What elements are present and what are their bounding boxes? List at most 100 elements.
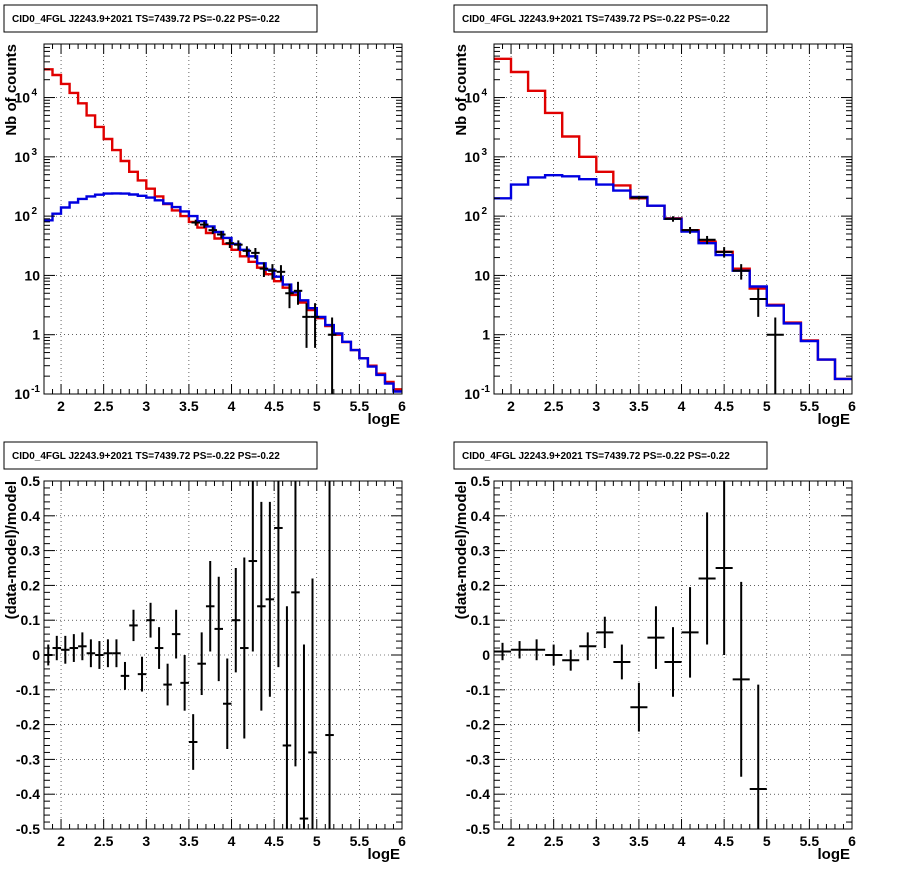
data-point	[61, 635, 70, 664]
data-point	[214, 576, 223, 682]
x-tick-label: 5	[763, 833, 771, 849]
data-point	[681, 226, 699, 234]
data-point	[242, 246, 252, 257]
y-tick-label: 10	[14, 90, 30, 106]
data-point	[112, 639, 121, 668]
y-tick-label: 10	[464, 386, 480, 402]
x-tick-label: 4.5	[264, 398, 284, 414]
data-point	[69, 634, 79, 662]
data-point	[205, 561, 215, 652]
chart-title: CID0_4FGL J2243.9+2021 TS=7439.72 PS=-0.…	[462, 451, 730, 462]
data-point	[208, 226, 218, 234]
data-point	[251, 248, 260, 259]
y-tick-label: 0	[482, 647, 490, 663]
y-tick-label: -0.1	[466, 682, 490, 698]
data-point	[647, 606, 665, 669]
data-point	[664, 627, 682, 697]
x-tick-label: 4	[678, 398, 686, 414]
x-tick-label: 4	[228, 833, 236, 849]
x-axis-label: logE	[818, 846, 851, 863]
y-tick-label: 0.3	[471, 543, 491, 559]
data-point	[52, 635, 62, 661]
x-tick-label: 3	[592, 833, 600, 849]
data-point	[199, 221, 209, 229]
y-tick-exponent: -1	[31, 384, 40, 395]
data-point	[293, 281, 303, 305]
data-point	[285, 283, 294, 309]
data-point	[240, 557, 249, 739]
data-point	[197, 632, 206, 696]
y-tick-label: 10	[14, 386, 30, 402]
y-tick-label: 10	[474, 267, 490, 283]
data-point	[562, 649, 580, 671]
chart-panel-2: CID0_4FGL J2243.9+2021 TS=7439.72 PS=-0.…	[453, 4, 856, 428]
y-tick-label: -0.5	[466, 821, 490, 837]
x-tick-label: 4.5	[714, 833, 734, 849]
data-point	[171, 609, 181, 659]
data-point	[188, 714, 198, 770]
x-tick-label: 2	[507, 398, 515, 414]
data-point	[511, 641, 529, 659]
y-tick-label: 1	[32, 327, 40, 343]
data-point	[248, 481, 258, 652]
x-axis-label: logE	[368, 411, 401, 428]
data-point	[146, 602, 155, 638]
data-point	[732, 264, 750, 280]
data-point	[274, 481, 283, 668]
x-tick-label: 4	[228, 398, 236, 414]
y-tick-exponent: 4	[481, 88, 487, 99]
data-point	[129, 609, 138, 642]
data-point	[528, 639, 546, 661]
data-point	[579, 632, 597, 661]
y-tick-label: 10	[14, 149, 30, 165]
title-box	[3, 4, 318, 33]
x-tick-label: 2.5	[544, 398, 564, 414]
y-tick-exponent: 4	[31, 88, 37, 99]
data-point	[191, 219, 200, 226]
y-tick-label: 0.1	[21, 612, 41, 628]
y-tick-label: 0.2	[471, 577, 491, 593]
y-tick-label: 0	[32, 647, 40, 663]
model-series-2	[44, 192, 402, 393]
data-point	[630, 195, 648, 200]
x-tick-label: 2	[507, 833, 515, 849]
data-point	[325, 481, 334, 829]
y-tick-label: -0.2	[16, 717, 40, 733]
data-point	[715, 481, 733, 655]
x-tick-label: 3.5	[179, 398, 199, 414]
x-axis-label: logE	[368, 846, 401, 863]
x-tick-label: 2	[57, 833, 65, 849]
data-point	[715, 247, 733, 258]
y-tick-label: 10	[14, 208, 30, 224]
y-tick-exponent: 3	[481, 147, 487, 158]
y-tick-label: -0.5	[16, 821, 40, 837]
x-tick-label: 3.5	[629, 398, 649, 414]
y-tick-label: -0.1	[16, 682, 40, 698]
y-tick-label: 0.2	[21, 577, 41, 593]
y-tick-label: 0.5	[471, 473, 491, 489]
data-point	[732, 581, 750, 777]
x-tick-label: 6	[848, 833, 856, 849]
y-axis-label: Nb of counts	[3, 44, 20, 136]
x-tick-label: 5	[763, 398, 771, 414]
data-point	[749, 288, 767, 317]
y-tick-label: 10	[464, 149, 480, 165]
x-tick-label: 3.5	[179, 833, 199, 849]
data-point	[103, 639, 113, 668]
data-point	[95, 641, 104, 669]
y-tick-label: -0.4	[466, 786, 490, 802]
y-tick-label: -0.3	[16, 751, 40, 767]
data-point	[257, 501, 266, 711]
x-tick-label: 4	[678, 833, 686, 849]
data-point	[86, 639, 96, 668]
y-tick-label: 10	[464, 208, 480, 224]
x-tick-label: 3	[592, 398, 600, 414]
x-tick-label: 4.5	[714, 398, 734, 414]
x-tick-label: 3	[142, 833, 150, 849]
data-point	[231, 568, 241, 673]
y-tick-label: -0.2	[466, 717, 490, 733]
data-point	[545, 644, 563, 666]
y-axis-label: (data-model)/model	[3, 481, 20, 619]
x-tick-label: 5.5	[350, 833, 370, 849]
title-box	[3, 441, 318, 470]
